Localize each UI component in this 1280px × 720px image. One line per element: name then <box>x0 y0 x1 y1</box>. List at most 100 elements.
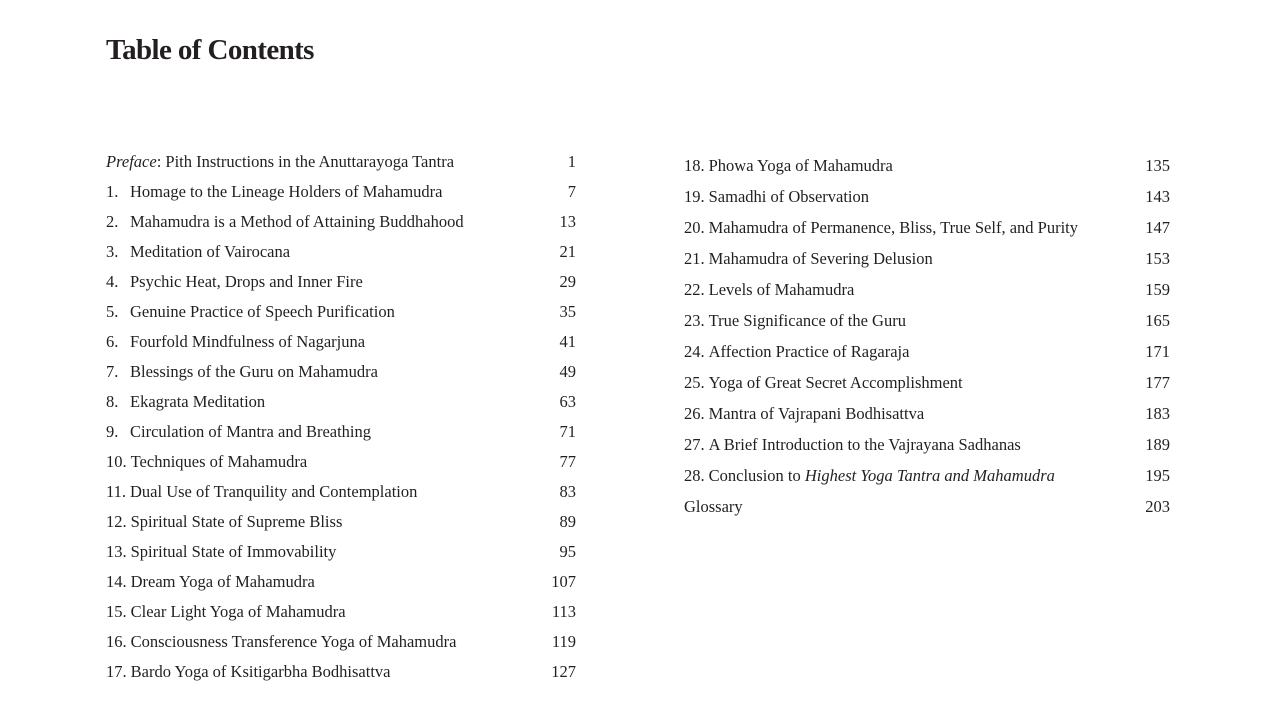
entry-page: 153 <box>1145 249 1170 268</box>
entry-page: 143 <box>1145 187 1170 206</box>
toc-entry-15[interactable]: 15. Clear Light Yoga of Mahamudra 113 <box>106 602 576 632</box>
entry-number: 14. <box>106 572 127 591</box>
entry-number: 26. <box>684 404 705 423</box>
entry-title: Psychic Heat, Drops and Inner Fire <box>130 272 363 291</box>
entry-title-italic: Highest Yoga Tantra and Mahamudra <box>804 466 1055 485</box>
entry-page: 7 <box>567 182 576 201</box>
entry-page: 77 <box>559 452 577 471</box>
entry-title: Fourfold Mindfulness of Nagarjuna <box>130 332 366 351</box>
entry-title: Bardo Yoga of Ksitigarbha Bodhisattva <box>130 662 391 681</box>
entry-page: 83 <box>559 482 577 501</box>
entry-page: 147 <box>1145 218 1170 237</box>
entry-title: Homage to the Lineage Holders of Mahamud… <box>130 182 443 201</box>
toc-entry-18[interactable]: 18. Phowa Yoga of Mahamudra 135 <box>684 156 1170 187</box>
toc-entry-9[interactable]: 9. Circulation of Mantra and Breathing 71 <box>106 422 576 452</box>
entry-title: Consciousness Transference Yoga of Maham… <box>130 632 457 651</box>
toc-entry-19[interactable]: 19. Samadhi of Observation 143 <box>684 187 1170 218</box>
entry-page: 49 <box>559 362 577 381</box>
entry-page: 13 <box>559 212 577 231</box>
toc-entry-24[interactable]: 24. Affection Practice of Ragaraja 171 <box>684 342 1170 373</box>
toc-entry-13[interactable]: 13. Spiritual State of Immovability 95 <box>106 542 576 572</box>
entry-title: Mahamudra of Severing Delusion <box>708 249 933 268</box>
entry-page: 107 <box>551 572 576 591</box>
toc-entry-17[interactable]: 17. Bardo Yoga of Ksitigarbha Bodhisattva… <box>106 662 576 692</box>
entry-title: Mantra of Vajrapani Bodhisattva <box>708 404 925 423</box>
toc-entry-27[interactable]: 27. A Brief Introduction to the Vajrayana… <box>684 435 1170 466</box>
toc-entry-25[interactable]: 25. Yoga of Great Secret Accomplishment 17… <box>684 373 1170 404</box>
toc-entry-3[interactable]: 3. Meditation of Vairocana 21 <box>106 242 576 272</box>
entry-title: Spiritual State of Supreme Bliss <box>130 512 343 531</box>
toc-entry-7[interactable]: 7. Blessings of the Guru on Mahamudra 49 <box>106 362 576 392</box>
entry-page: 95 <box>559 542 577 561</box>
toc-entry-preface[interactable]: Preface: Pith Instructions in the Anutta… <box>106 152 576 182</box>
entry-number: 13. <box>106 542 127 561</box>
entry-page: 21 <box>559 242 577 261</box>
entry-title: Samadhi of Observation <box>708 187 870 206</box>
entry-title: Circulation of Mantra and Breathing <box>130 422 372 441</box>
toc-entry-4[interactable]: 4. Psychic Heat, Drops and Inner Fire 29 <box>106 272 576 302</box>
entry-title: Spiritual State of Immovability <box>130 542 337 561</box>
toc-entry-glossary[interactable]: Glossary 203 <box>684 497 1170 528</box>
toc-right-column: 18. Phowa Yoga of Mahamudra 135 19. Samadhi … <box>684 156 1170 528</box>
toc-left-column: Preface: Pith Instructions in the Anutta… <box>106 152 576 692</box>
entry-title: Dual Use of Tranquility and Contemplatio… <box>130 482 418 501</box>
entry-number: 5. <box>106 302 119 321</box>
entry-number: 6. <box>106 332 119 351</box>
entry-page: 71 <box>559 422 577 441</box>
toc-entry-22[interactable]: 22. Levels of Mahamudra 159 <box>684 280 1170 311</box>
toc-entry-12[interactable]: 12. Spiritual State of Supreme Bliss 89 <box>106 512 576 542</box>
entry-page: 63 <box>559 392 577 411</box>
entry-title: Clear Light Yoga of Mahamudra <box>130 602 346 621</box>
toc-entry-1[interactable]: 1. Homage to the Lineage Holders of Maham… <box>106 182 576 212</box>
entry-number: 16. <box>106 632 127 651</box>
entry-title: : Pith Instructions in the Anuttarayoga … <box>156 152 455 171</box>
entry-page: 1 <box>567 152 576 171</box>
entry-number: 21. <box>684 249 705 268</box>
toc-entry-16[interactable]: 16. Consciousness Transference Yoga of Ma… <box>106 632 576 662</box>
entry-title: Glossary <box>684 497 743 516</box>
toc-entry-21[interactable]: 21. Mahamudra of Severing Delusion 153 <box>684 249 1170 280</box>
toc-entry-8[interactable]: 8. Ekagrata Meditation 63 <box>106 392 576 422</box>
entry-number: 17. <box>106 662 127 681</box>
entry-page: 203 <box>1145 497 1170 516</box>
toc-entry-5[interactable]: 5. Genuine Practice of Speech Purificatio… <box>106 302 576 332</box>
entry-page: 189 <box>1145 435 1170 454</box>
entry-number: 24. <box>684 342 705 361</box>
entry-title: True Significance of the Guru <box>708 311 906 330</box>
toc-entry-11[interactable]: 11. Dual Use of Tranquility and Contempla… <box>106 482 576 512</box>
toc-entry-20[interactable]: 20. Mahamudra of Permanence, Bliss, True … <box>684 218 1170 249</box>
toc-entry-10[interactable]: 10. Techniques of Mahamudra 77 <box>106 452 576 482</box>
entry-number: 1. <box>106 182 119 201</box>
entry-page: 159 <box>1145 280 1170 299</box>
toc-entry-28[interactable]: 28. Conclusion to Highest Yoga Tantra an… <box>684 466 1170 497</box>
entry-page: 165 <box>1145 311 1170 330</box>
entry-page: 195 <box>1145 466 1170 485</box>
entry-page: 177 <box>1145 373 1170 392</box>
toc-entry-6[interactable]: 6. Fourfold Mindfulness of Nagarjuna 41 <box>106 332 576 362</box>
entry-number: 9. <box>106 422 119 441</box>
entry-page: 89 <box>559 512 577 531</box>
entry-page: 41 <box>559 332 577 351</box>
entry-title: Genuine Practice of Speech Purification <box>130 302 395 321</box>
entry-number: 25. <box>684 373 705 392</box>
toc-entry-14[interactable]: 14. Dream Yoga of Mahamudra 107 <box>106 572 576 602</box>
entry-title: Techniques of Mahamudra <box>130 452 308 471</box>
entry-number: 19. <box>684 187 705 206</box>
toc-entry-23[interactable]: 23. True Significance of the Guru 165 <box>684 311 1170 342</box>
entry-number: 23. <box>684 311 705 330</box>
entry-number: 11. <box>106 482 127 501</box>
entry-number: 10. <box>106 452 127 471</box>
entry-number: 7. <box>106 362 119 381</box>
entry-page: 135 <box>1145 156 1170 175</box>
entry-title: Levels of Mahamudra <box>708 280 855 299</box>
entry-title: Phowa Yoga of Mahamudra <box>708 156 893 175</box>
toc-entry-2[interactable]: 2. Mahamudra is a Method of Attaining Bud… <box>106 212 576 242</box>
entry-title: Ekagrata Meditation <box>130 392 266 411</box>
entry-title: Affection Practice of Ragaraja <box>708 342 910 361</box>
entry-page: 113 <box>551 602 576 621</box>
toc-entry-26[interactable]: 26. Mantra of Vajrapani Bodhisattva 183 <box>684 404 1170 435</box>
entry-page: 119 <box>551 632 576 651</box>
entry-number: 15. <box>106 602 127 621</box>
entry-title: Meditation of Vairocana <box>130 242 291 261</box>
entry-title: A Brief Introduction to the Vajrayana Sa… <box>708 435 1021 454</box>
